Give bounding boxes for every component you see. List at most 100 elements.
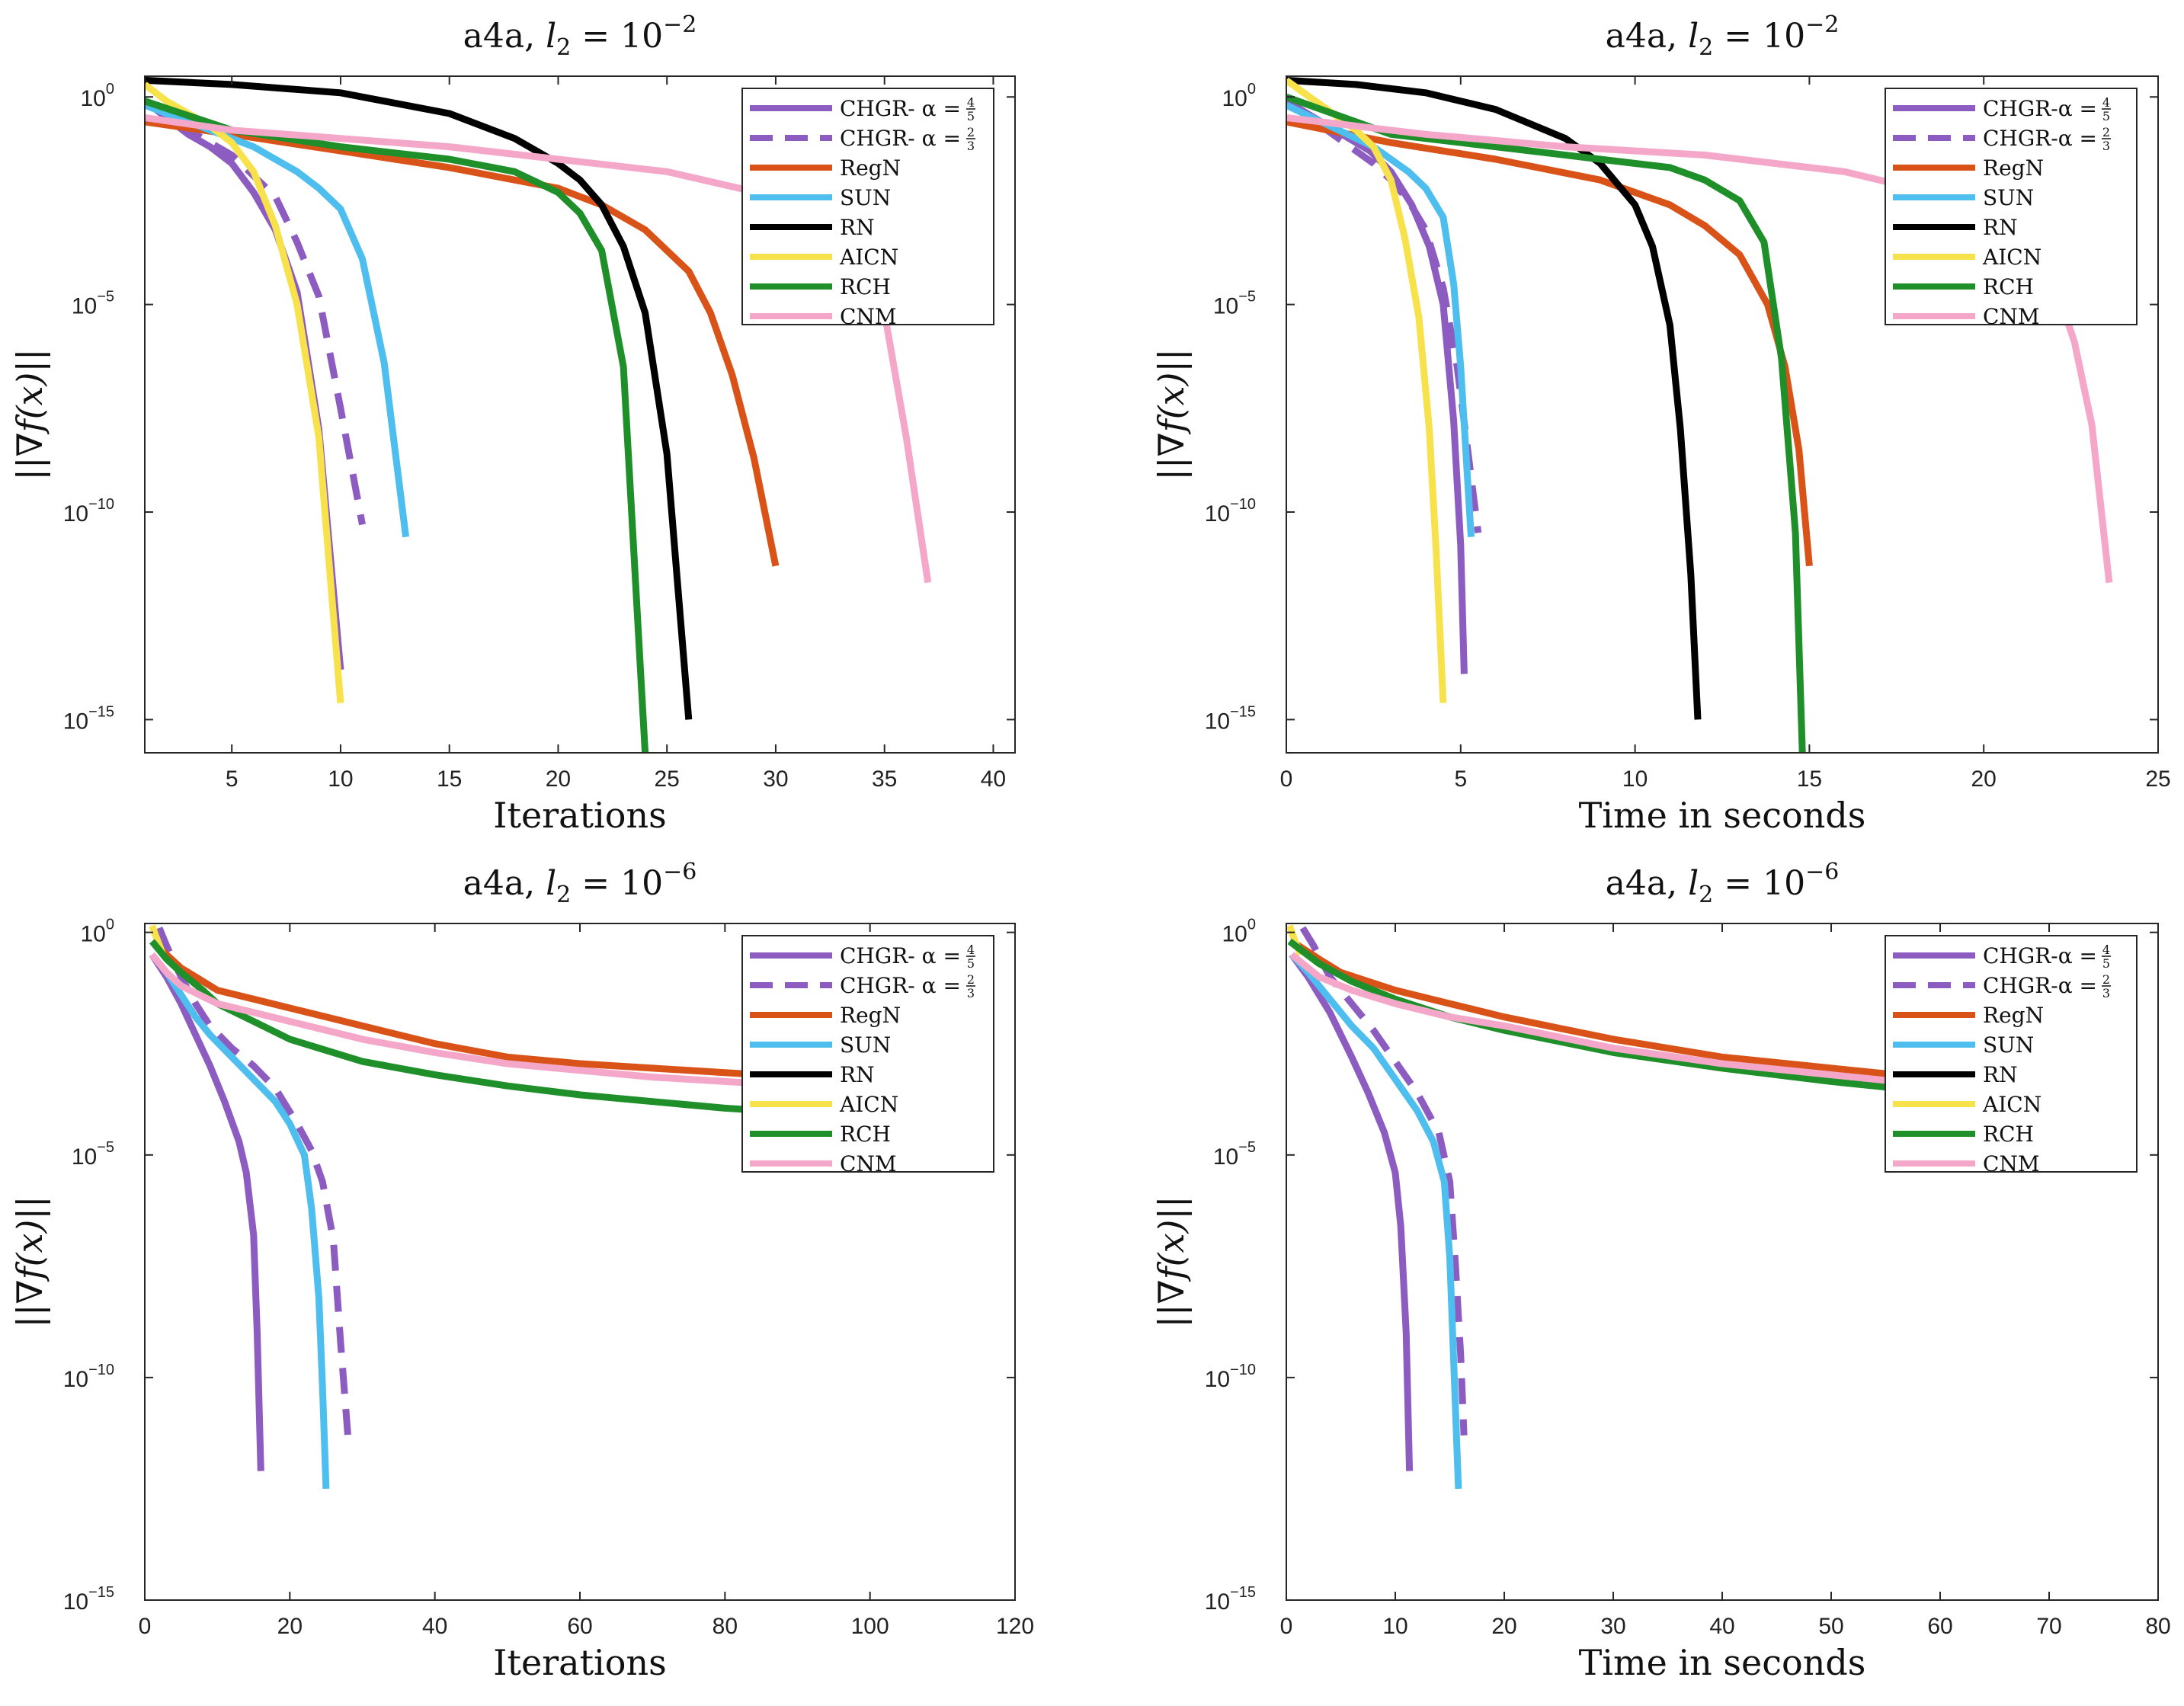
- legend-label-4: RN: [840, 215, 875, 240]
- legend-frac-num-0: 4: [2102, 943, 2110, 957]
- series-line-7: [1289, 952, 1897, 1085]
- legend-label-1: CHGR- α =: [840, 126, 961, 151]
- legend-label-7: CNM: [1983, 304, 2040, 329]
- legend-frac-num-0: 4: [967, 95, 975, 110]
- x-tick-label: 35: [872, 767, 897, 792]
- x-tick-label: 40: [1709, 1614, 1734, 1639]
- y-tick-label: 100: [81, 917, 115, 947]
- legend-frac-num-1: 2: [967, 972, 975, 987]
- legend-label-2: RegN: [1983, 1003, 2044, 1028]
- chart-panel-4: 0 10 20 30 40 50 60 70 80 100 10−5 10−10 10−15 a4a, l…: [1151, 859, 2171, 1683]
- legend-frac-den-1: 3: [967, 986, 975, 1000]
- series-lines: [145, 76, 932, 753]
- legend: CHGR- α = 45 CHGR- α = 23 RegN SUN RN AICN RCH CN…: [741, 88, 994, 329]
- legend-frac-den-0: 5: [967, 956, 975, 971]
- series-line-2: [1286, 118, 1813, 567]
- series-line-7: [145, 114, 932, 584]
- legend-label-5: AICN: [839, 1092, 898, 1117]
- y-tick-label: 10−15: [63, 1584, 114, 1615]
- series-line-6: [1286, 93, 1806, 753]
- legend-frac-den-0: 5: [967, 109, 975, 123]
- legend-frac-num-1: 2: [2102, 972, 2110, 987]
- legend: CHGR-α = 45 CHGR-α = 23 RegN SUN RN AICN RCH CNM: [1885, 935, 2138, 1176]
- x-tick-label: 80: [713, 1614, 738, 1639]
- x-axis-label: Time in seconds: [1579, 1642, 1866, 1683]
- y-tick-label: 10−10: [1205, 496, 1256, 527]
- series-line-0: [149, 952, 264, 1471]
- x-tick-label: 60: [567, 1614, 592, 1639]
- y-axis-label: ||∇f(x)||: [9, 349, 50, 481]
- legend-label-2: RegN: [840, 155, 901, 181]
- x-tick-label: 30: [763, 767, 788, 792]
- chart-title: a4a, l2 = 10−2: [1606, 11, 1840, 61]
- y-axis-label: ||∇f(x)||: [1151, 349, 1192, 481]
- legend-label-4: RN: [1983, 215, 2018, 240]
- legend-label-7: CNM: [840, 304, 897, 329]
- y-tick-label: 10−15: [63, 703, 114, 734]
- x-tick-label: 20: [1971, 767, 1997, 792]
- chart-panel-3: 0 20 40 60 80 100 120 100 10−5 10−10 10−15 a4a, l2 …: [9, 859, 1034, 1683]
- x-tick-label: 70: [2036, 1614, 2061, 1639]
- legend-label-6: RCH: [840, 274, 891, 299]
- legend-label-0: CHGR-α =: [1983, 96, 2097, 121]
- legend-label-7: CNM: [840, 1151, 897, 1176]
- y-tick-label: 10−5: [72, 289, 114, 319]
- legend-label-0: CHGR- α =: [840, 96, 961, 121]
- x-tick-label: 60: [1927, 1614, 1952, 1639]
- x-tick-label: 40: [981, 767, 1006, 792]
- chart-title: a4a, l2 = 10−2: [463, 11, 697, 61]
- x-tick-label: 30: [1600, 1614, 1625, 1639]
- series-line-3: [1289, 952, 1462, 1490]
- series-line-7: [149, 952, 762, 1087]
- y-tick-label: 10−15: [1205, 703, 1256, 734]
- axes-frame: [144, 75, 1016, 754]
- x-tick-label: 0: [1280, 1614, 1293, 1639]
- x-axis-label: Time in seconds: [1579, 795, 1866, 836]
- chart-title: a4a, l2 = 10−6: [1606, 859, 1840, 908]
- x-tick-label: 20: [277, 1614, 303, 1639]
- legend-frac-den-1: 3: [2102, 986, 2110, 1000]
- x-tick-label: 5: [226, 767, 239, 792]
- x-tick-label: 120: [996, 1614, 1034, 1639]
- x-tick-label: 0: [1280, 767, 1293, 792]
- legend-frac-den-1: 3: [967, 139, 975, 153]
- legend: CHGR-α = 45 CHGR-α = 23 RegN SUN RN AICN RCH CNM: [1885, 88, 2138, 329]
- x-tick-label: 0: [139, 1614, 152, 1639]
- legend-frac-den-0: 5: [2102, 956, 2110, 971]
- series-lines: [149, 924, 762, 1490]
- series-line-6: [145, 98, 649, 753]
- x-tick-label: 25: [655, 767, 680, 792]
- legend-label-3: SUN: [840, 185, 891, 210]
- series-line-4: [1286, 76, 1702, 720]
- x-tick-label: 20: [546, 767, 571, 792]
- y-tick-label: 10−10: [1205, 1362, 1256, 1392]
- legend-label-4: RN: [840, 1062, 875, 1087]
- x-tick-label: 20: [1491, 1614, 1516, 1639]
- x-tick-label: 10: [1622, 767, 1648, 792]
- x-tick-label: 15: [1797, 767, 1822, 792]
- y-axis-label: ||∇f(x)||: [9, 1196, 50, 1328]
- legend-label-1: CHGR-α =: [1983, 973, 2097, 998]
- x-tick-label: 15: [437, 767, 462, 792]
- legend-frac-den-1: 3: [2102, 139, 2110, 153]
- y-tick-label: 100: [1222, 81, 1257, 111]
- legend-label-6: RCH: [1983, 274, 2034, 299]
- legend-label-6: RCH: [1983, 1122, 2034, 1147]
- y-tick-label: 10−5: [1213, 289, 1256, 319]
- legend-label-1: CHGR-α =: [1983, 126, 2097, 151]
- x-tick-label: 100: [851, 1614, 889, 1639]
- y-axis-label: ||∇f(x)||: [1151, 1196, 1192, 1328]
- legend-label-5: AICN: [839, 245, 898, 270]
- legend-frac-num-1: 2: [967, 125, 975, 139]
- x-tick-label: 40: [422, 1614, 447, 1639]
- legend-frac-den-0: 5: [2102, 109, 2110, 123]
- y-tick-label: 10−5: [72, 1139, 114, 1170]
- legend-frac-num-0: 4: [967, 943, 975, 957]
- axes-frame: [1286, 75, 2159, 754]
- series-line-2: [145, 118, 780, 567]
- legend-frac-num-0: 4: [2102, 95, 2110, 110]
- legend: CHGR- α = 45 CHGR- α = 23 RegN SUN RN AICN RCH CN…: [741, 935, 994, 1176]
